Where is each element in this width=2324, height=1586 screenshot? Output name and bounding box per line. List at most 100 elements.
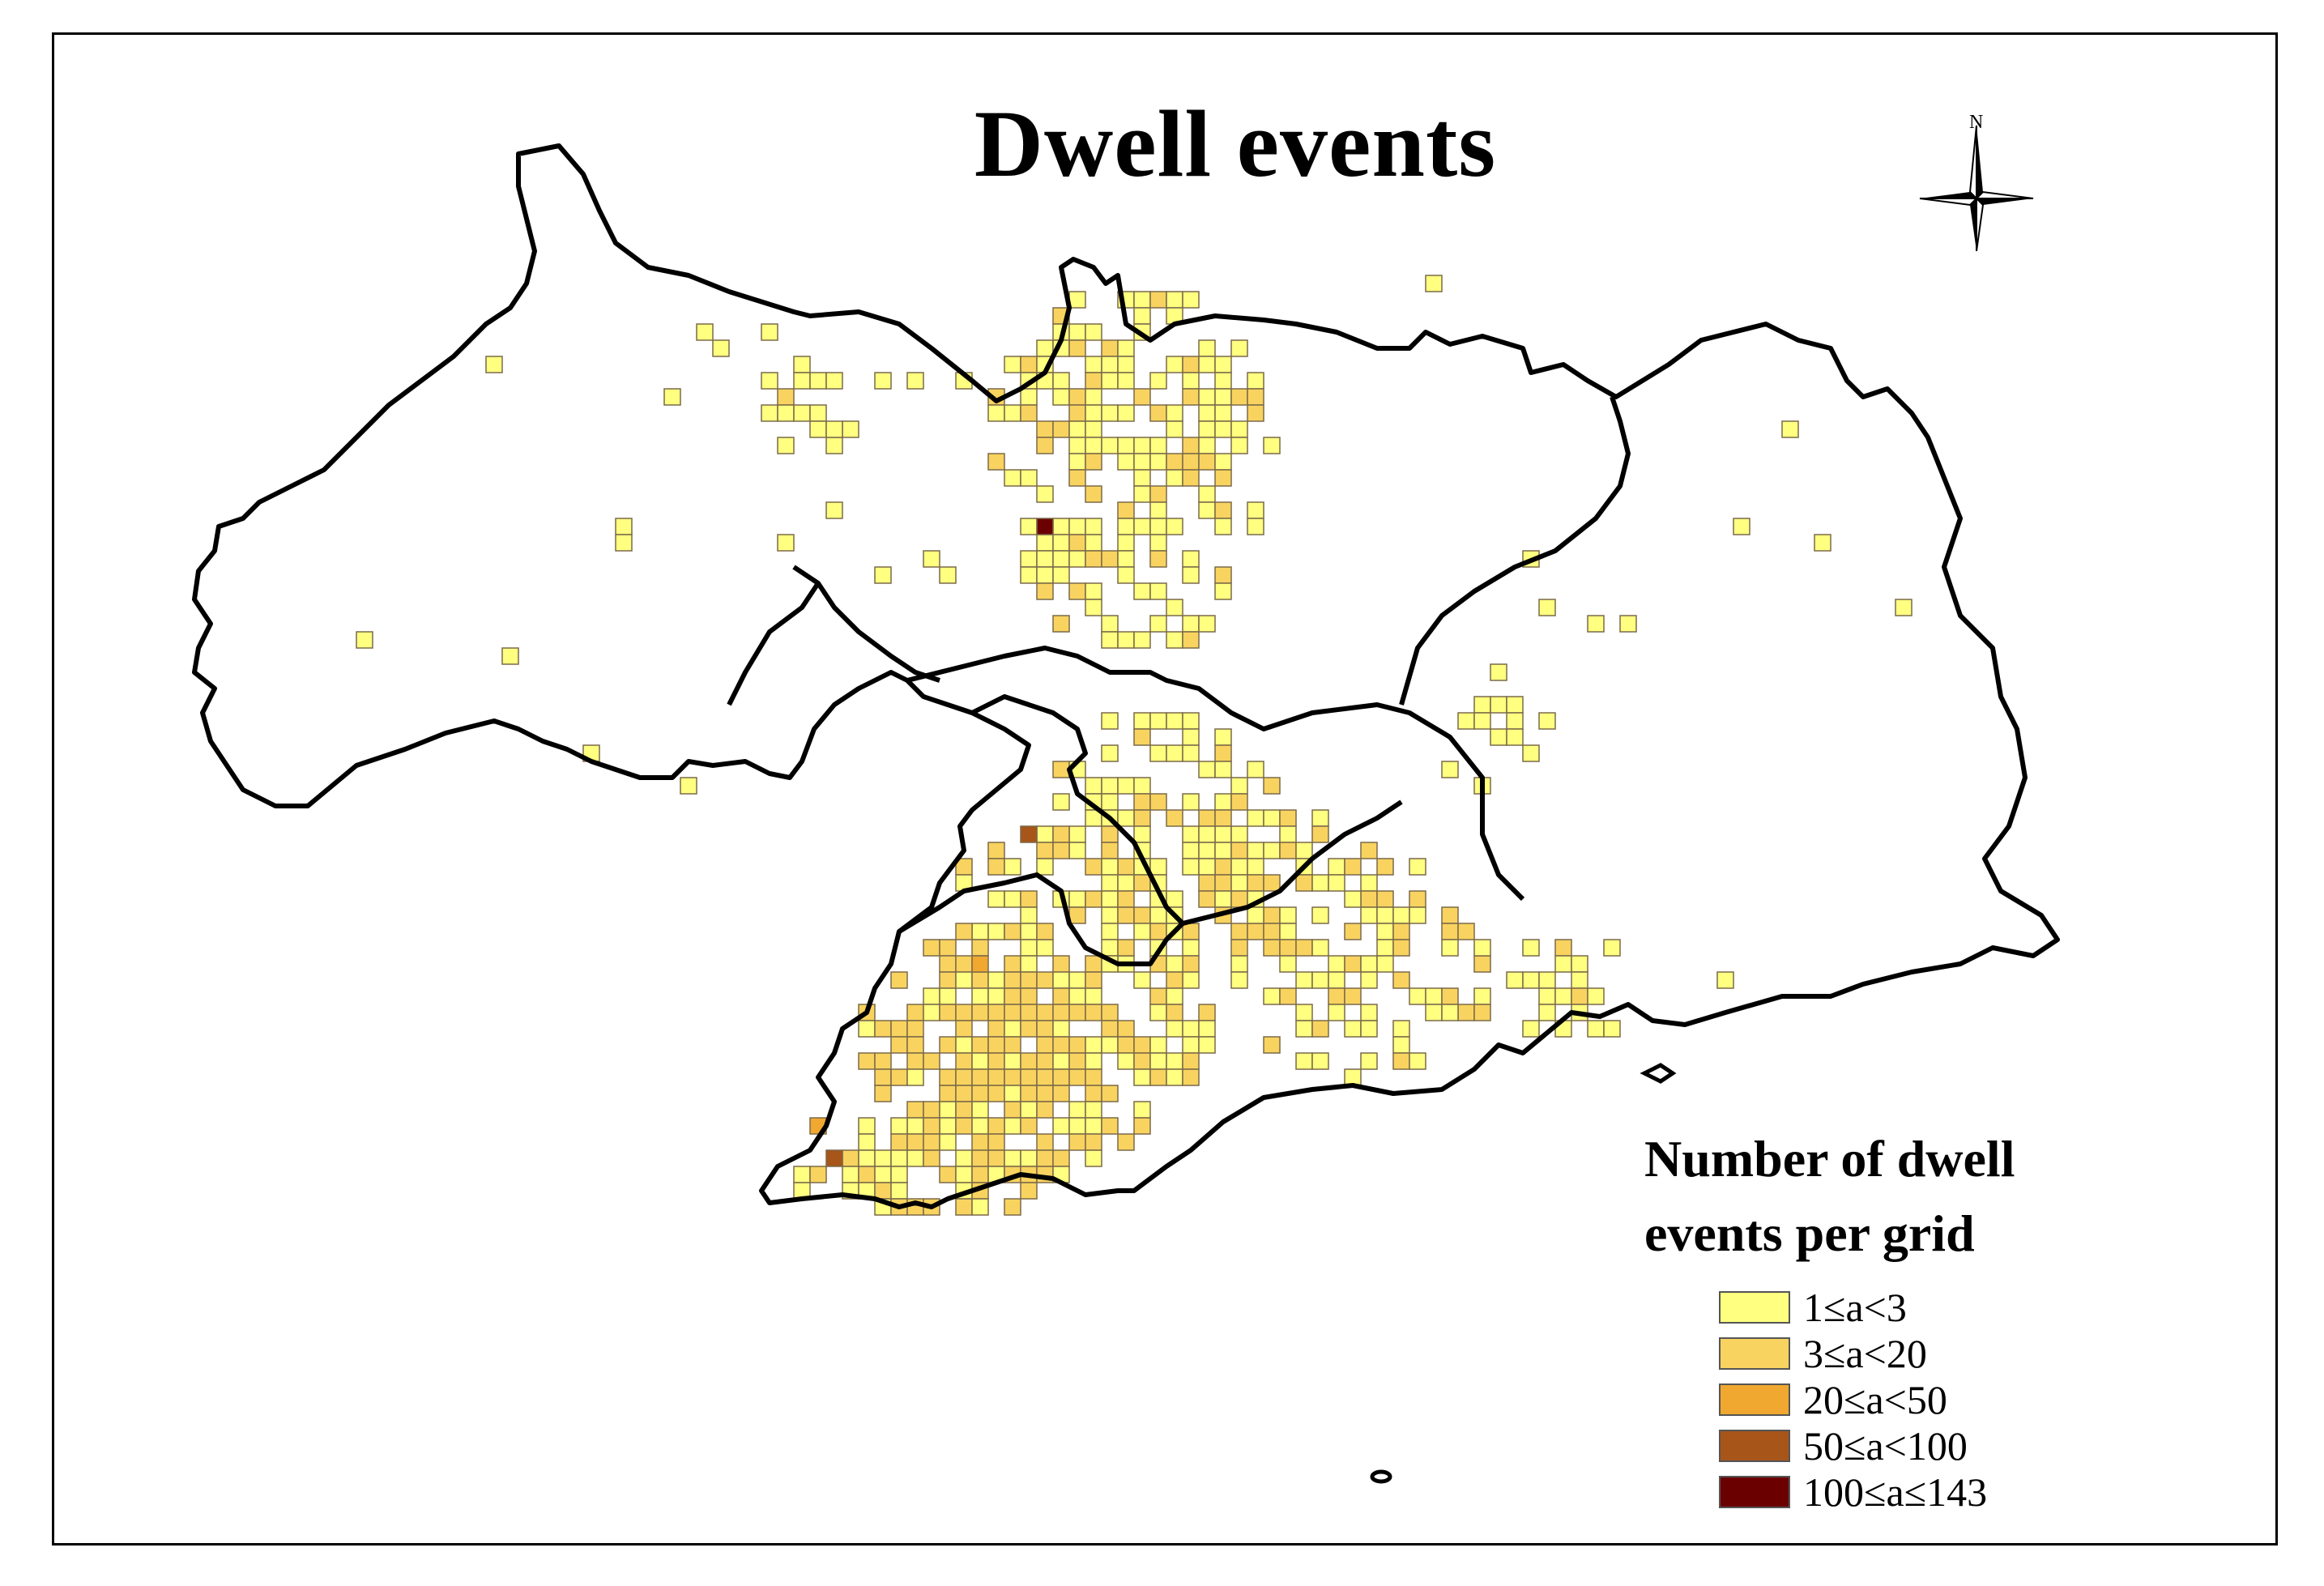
grid-cell <box>971 1166 989 1183</box>
grid-cell <box>1068 291 1086 309</box>
grid-cell <box>842 1166 859 1183</box>
grid-cell <box>1068 842 1086 859</box>
grid-cell <box>1133 437 1151 454</box>
grid-cell <box>1166 1004 1183 1021</box>
grid-cell <box>1052 518 1070 535</box>
grid-cell <box>1230 339 1248 357</box>
grid-cell <box>939 939 957 957</box>
grid-cell <box>1166 1068 1183 1086</box>
grid-cell <box>1603 939 1621 957</box>
grid-cell <box>1409 987 1426 1005</box>
internal-boundary-3 <box>970 694 1403 926</box>
grid-cell <box>971 1036 989 1054</box>
grid-cell <box>987 987 1005 1005</box>
grid-cell <box>939 1166 957 1183</box>
grid-cell <box>1085 1149 1102 1167</box>
grid-cell <box>1441 923 1459 940</box>
grid-cell <box>825 1149 843 1167</box>
grid-cell <box>793 356 811 373</box>
grid-cell <box>1279 809 1297 827</box>
grid-cell <box>1214 761 1232 778</box>
grid-cell <box>1052 955 1070 973</box>
grid-cell <box>1052 1085 1070 1102</box>
grid-cell <box>1214 388 1232 406</box>
grid-cell <box>1522 939 1540 957</box>
grid-cell <box>939 1085 957 1102</box>
grid-cell <box>987 923 1005 940</box>
north-arrow-icon <box>1919 125 2034 252</box>
grid-cell <box>987 1052 1005 1070</box>
grid-cell <box>1133 793 1151 811</box>
grid-cell <box>1004 1149 1021 1167</box>
grid-cell <box>1149 550 1167 568</box>
grid-cell <box>1230 858 1248 876</box>
grid-cell <box>1473 712 1491 730</box>
grid-cell <box>1198 501 1216 519</box>
grid-cell <box>1376 890 1394 908</box>
grid-cell <box>1133 712 1151 730</box>
grid-cell <box>1020 955 1038 973</box>
grid-cell <box>987 1133 1005 1151</box>
grid-cell <box>1311 825 1329 843</box>
grid-cell <box>1068 388 1086 406</box>
grid-cell <box>1263 906 1281 924</box>
grid-cell <box>1020 518 1038 535</box>
grid-cell <box>1020 469 1038 487</box>
grid-cell <box>939 1004 957 1021</box>
grid-cell <box>1311 939 1329 957</box>
grid-cell <box>1052 615 1070 633</box>
grid-cell <box>1473 987 1491 1005</box>
grid-cell <box>1085 518 1102 535</box>
grid-cell <box>874 566 892 584</box>
grid-cell <box>1538 987 1556 1005</box>
legend-items: 1≤a<3 3≤a<20 20≤a<50 50≤a<100 100≤a≤143 <box>1719 1284 1987 1515</box>
grid-cell <box>1068 1101 1086 1119</box>
grid-cell <box>1085 550 1102 568</box>
grid-cell <box>987 1149 1005 1167</box>
grid-cell <box>1360 1020 1378 1038</box>
grid-cell <box>1004 1004 1021 1021</box>
grid-cell <box>1020 1068 1038 1086</box>
grid-cell <box>906 1101 924 1119</box>
grid-cell <box>1052 388 1070 406</box>
grid-cell <box>939 566 957 584</box>
grid-cell <box>923 1101 940 1119</box>
grid-cell <box>1457 712 1475 730</box>
grid-cell <box>1490 663 1507 681</box>
grid-cell <box>1036 1020 1054 1038</box>
grid-cell <box>1036 825 1054 843</box>
grid-cell <box>1376 955 1394 973</box>
grid-cell <box>971 1198 989 1216</box>
grid-cell <box>1036 1036 1054 1054</box>
grid-cell <box>1068 582 1086 600</box>
grid-cell <box>1133 1052 1151 1070</box>
grid-cell <box>1117 437 1135 454</box>
grid-cell <box>1166 469 1183 487</box>
grid-cell <box>1068 906 1086 924</box>
grid-cell <box>1295 971 1313 989</box>
grid-cell <box>971 923 989 940</box>
grid-cell <box>1036 420 1054 438</box>
grid-cell <box>1117 777 1135 795</box>
grid-cell <box>1117 550 1135 568</box>
grid-cell <box>1198 1036 1216 1054</box>
grid-cell <box>1004 1101 1021 1119</box>
grid-cell <box>1214 825 1232 843</box>
grid-cell <box>939 1117 957 1135</box>
grid-cell <box>1311 971 1329 989</box>
grid-cell <box>1068 1133 1086 1151</box>
grid-cell <box>1198 761 1216 778</box>
grid-cell <box>971 971 989 989</box>
grid-cell <box>825 420 843 438</box>
grid-cell <box>890 1166 908 1183</box>
grid-cell <box>1101 1020 1119 1038</box>
grid-cell <box>777 534 795 552</box>
grid-cell <box>874 1052 892 1070</box>
grid-cell <box>1263 437 1281 454</box>
legend-label: 20≤a<50 <box>1803 1376 1947 1422</box>
grid-cell <box>939 971 957 989</box>
grid-cell <box>1360 842 1378 859</box>
grid-cell <box>1781 420 1799 438</box>
grid-cell <box>1182 793 1200 811</box>
grid-cell <box>1036 485 1054 503</box>
